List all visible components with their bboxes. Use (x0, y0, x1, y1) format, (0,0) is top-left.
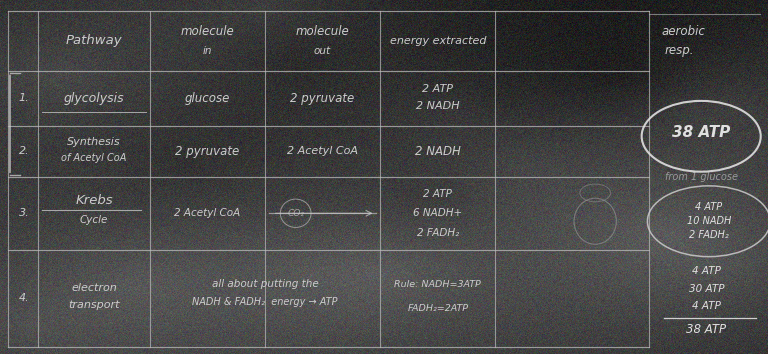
Text: 4 ATP: 4 ATP (692, 301, 721, 311)
Text: 4.: 4. (18, 293, 29, 303)
Text: Synthesis: Synthesis (68, 137, 121, 148)
Text: 1.: 1. (18, 93, 29, 103)
Text: all about putting the: all about putting the (212, 279, 318, 289)
Text: 2 pyruvate: 2 pyruvate (175, 145, 240, 158)
Text: glycolysis: glycolysis (64, 92, 124, 105)
Text: 38 ATP: 38 ATP (672, 125, 730, 140)
Text: 2 Acetyl CoA: 2 Acetyl CoA (287, 146, 358, 156)
Text: Cycle: Cycle (80, 215, 108, 225)
Text: from 1 glucose: from 1 glucose (664, 172, 738, 182)
Text: Pathway: Pathway (66, 34, 122, 47)
Text: 6 NADH+: 6 NADH+ (413, 208, 462, 218)
Text: Krebs: Krebs (75, 194, 113, 207)
Text: of Acetyl CoA: of Acetyl CoA (61, 153, 127, 163)
Text: NADH & FADH₂  energy → ATP: NADH & FADH₂ energy → ATP (192, 297, 338, 307)
Text: Rule: NADH=3ATP: Rule: NADH=3ATP (395, 280, 481, 289)
Text: 2 NADH: 2 NADH (416, 101, 459, 111)
Text: 2 pyruvate: 2 pyruvate (290, 92, 355, 105)
Text: molecule: molecule (296, 25, 349, 38)
Text: 2 ATP: 2 ATP (423, 189, 452, 199)
Text: molecule: molecule (180, 25, 234, 38)
Text: glucose: glucose (184, 92, 230, 105)
Text: 2 FADH₂: 2 FADH₂ (689, 230, 729, 240)
Text: 2 NADH: 2 NADH (415, 145, 461, 158)
Text: 2 ATP: 2 ATP (422, 84, 453, 95)
Text: electron: electron (71, 282, 117, 293)
Text: 2 Acetyl CoA: 2 Acetyl CoA (174, 208, 240, 218)
Text: 10 NADH: 10 NADH (687, 216, 731, 226)
Text: 4 ATP: 4 ATP (692, 266, 721, 276)
Text: 38 ATP: 38 ATP (687, 324, 727, 336)
Text: transport: transport (68, 300, 120, 310)
Text: 2 FADH₂: 2 FADH₂ (416, 228, 459, 238)
Text: 4 ATP: 4 ATP (695, 202, 723, 212)
Text: 30 ATP: 30 ATP (689, 284, 724, 294)
Text: out: out (314, 46, 331, 56)
Text: FADH₂=2ATP: FADH₂=2ATP (407, 304, 468, 313)
Text: 2.: 2. (18, 146, 29, 156)
Text: 3.: 3. (18, 208, 29, 218)
Text: energy extracted: energy extracted (389, 36, 486, 46)
Text: in: in (203, 46, 212, 56)
Text: CO₂: CO₂ (287, 209, 304, 218)
Text: resp.: resp. (665, 44, 694, 57)
Text: aerobic: aerobic (661, 25, 706, 38)
